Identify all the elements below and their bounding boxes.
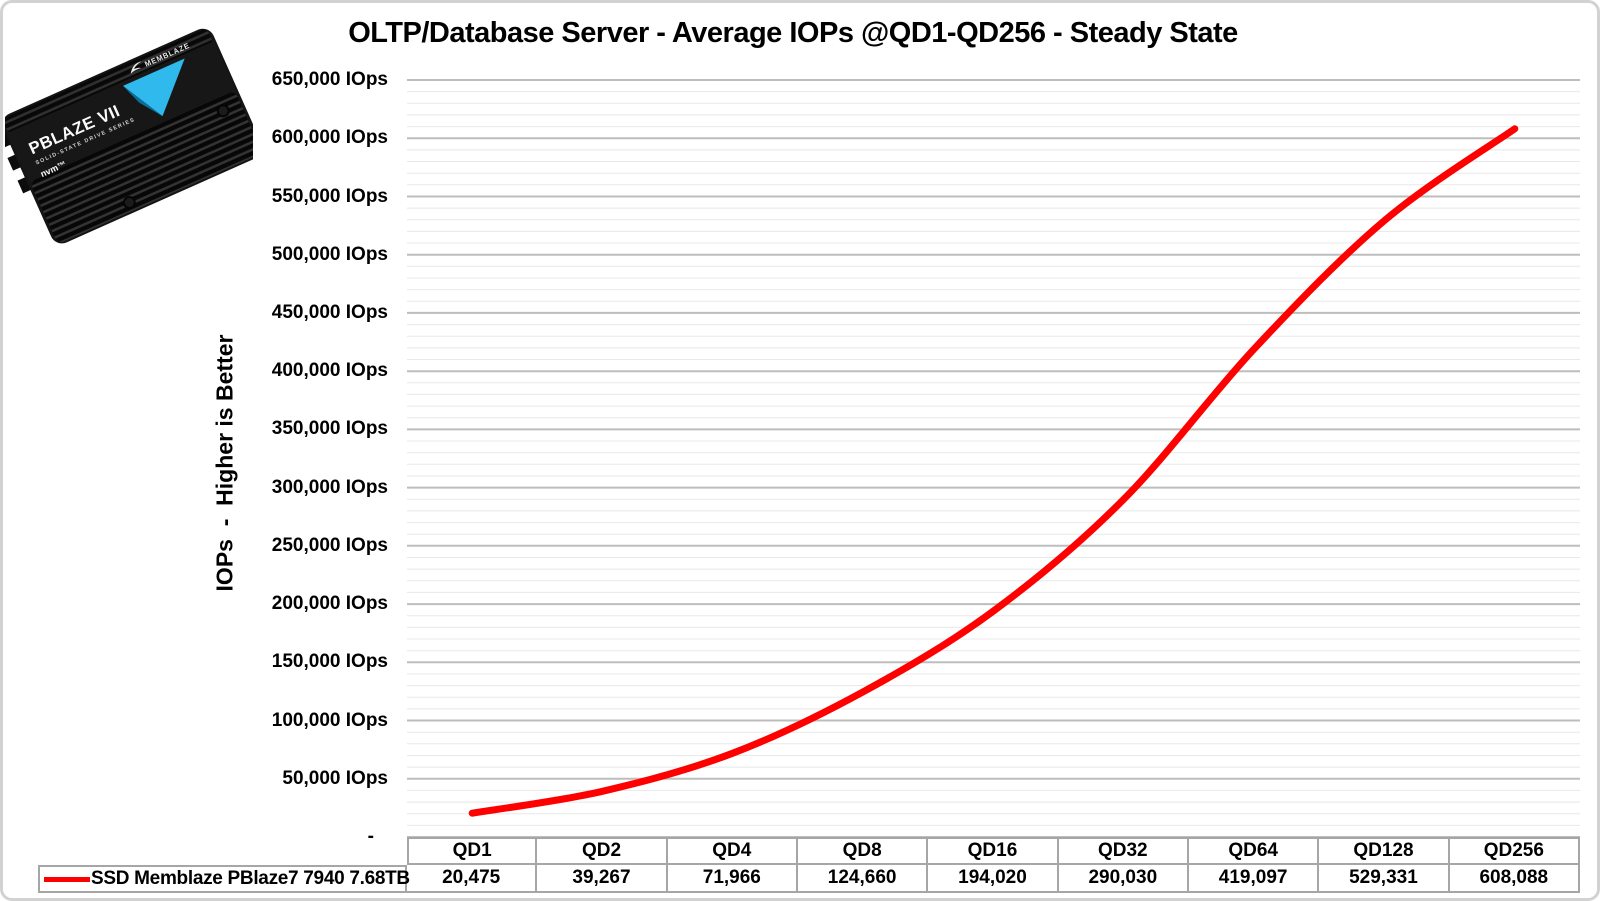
legend-series-name: SSD Memblaze PBlaze7 7940 7.68TB (91, 868, 410, 889)
memblaze-dolphin-icon (130, 61, 142, 74)
table-value-qd128: 529,331 (1319, 865, 1450, 893)
y-axis-tick-label: 550,000 IOps (271, 185, 388, 207)
ssd-blue-emblem (123, 58, 185, 117)
table-column-header-qd8: QD8 (797, 837, 929, 865)
y-axis-tick-label: 150,000 IOps (271, 651, 388, 673)
legend-item: SSD Memblaze PBlaze7 7940 7.68TB (38, 865, 410, 893)
table-value-qd4: 71,966 (667, 865, 798, 893)
table-legend-spacer (38, 837, 407, 865)
y-axis-tick-label: 200,000 IOps (271, 593, 388, 615)
product-photo-memblaze-pblaze7-ssd: MEMBLAZE PBLAZE VII SOLID-STATE DRIVE SE… (5, 28, 253, 244)
table-column-header-qd256: QD256 (1449, 837, 1580, 865)
ssd-connector-nub (5, 131, 13, 149)
ssd-heatsink-fins-bottom (32, 92, 253, 242)
y-axis-tick-label: 400,000 IOps (271, 360, 388, 382)
table-value-qd32: 290,030 (1058, 865, 1189, 893)
y-axis-tick-label: 50,000 IOps (282, 767, 388, 789)
y-axis-tick-labels: 650,000 IOps 600,000 IOps 550,000 IOps 500,… (3, 3, 388, 898)
y-axis-tick-label: 300,000 IOps (271, 476, 388, 498)
ssd-label-plate (7, 41, 237, 184)
y-axis-tick-label: 600,000 IOps (271, 127, 388, 149)
y-axis-tick-label: - (367, 826, 374, 847)
ssd-screw (122, 196, 136, 209)
table-column-header-qd4: QD4 (667, 837, 798, 865)
table-column-header-qd16: QD16 (928, 837, 1059, 865)
chart-data-table: QD1 QD2 QD4 QD8 QD16 QD32 QD64 QD128 QD256 SSD Me… (38, 837, 1580, 893)
y-axis-tick-label: 500,000 IOps (271, 243, 388, 265)
table-column-header-qd32: QD32 (1058, 837, 1189, 865)
table-value-qd2: 39,267 (537, 865, 668, 893)
table-value-qd256: 608,088 (1449, 865, 1580, 893)
series-line-memblaze-pblaze7 (468, 125, 1519, 817)
legend-line-swatch (44, 876, 90, 882)
table-value-qd16: 194,020 (928, 865, 1059, 893)
ssd-connector-nub (17, 176, 33, 194)
y-axis-tick-label: 650,000 IOps (271, 69, 388, 90)
y-axis-tick-label: 350,000 IOps (271, 418, 388, 440)
table-value-qd8: 124,660 (797, 865, 929, 893)
table-value-qd1: 20,475 (407, 865, 538, 893)
y-axis-tick-label: 250,000 IOps (271, 534, 388, 556)
table-value-qd64: 419,097 (1188, 865, 1320, 893)
y-axis-tick-label: 100,000 IOps (271, 709, 388, 731)
table-column-header-qd64: QD64 (1188, 837, 1320, 865)
table-column-header-qd128: QD128 (1319, 837, 1450, 865)
ssd-connector-nub (7, 153, 23, 171)
plot-area (407, 79, 1580, 838)
y-axis-tick-label: 450,000 IOps (271, 301, 388, 323)
table-column-header-qd2: QD2 (537, 837, 668, 865)
chart-title: OLTP/Database Server - Average IOPs @QD1… (348, 17, 1238, 49)
ssd-screw (216, 104, 230, 118)
ssd-heatsink-fins-top (5, 29, 212, 133)
table-column-header-qd1: QD1 (407, 837, 538, 865)
